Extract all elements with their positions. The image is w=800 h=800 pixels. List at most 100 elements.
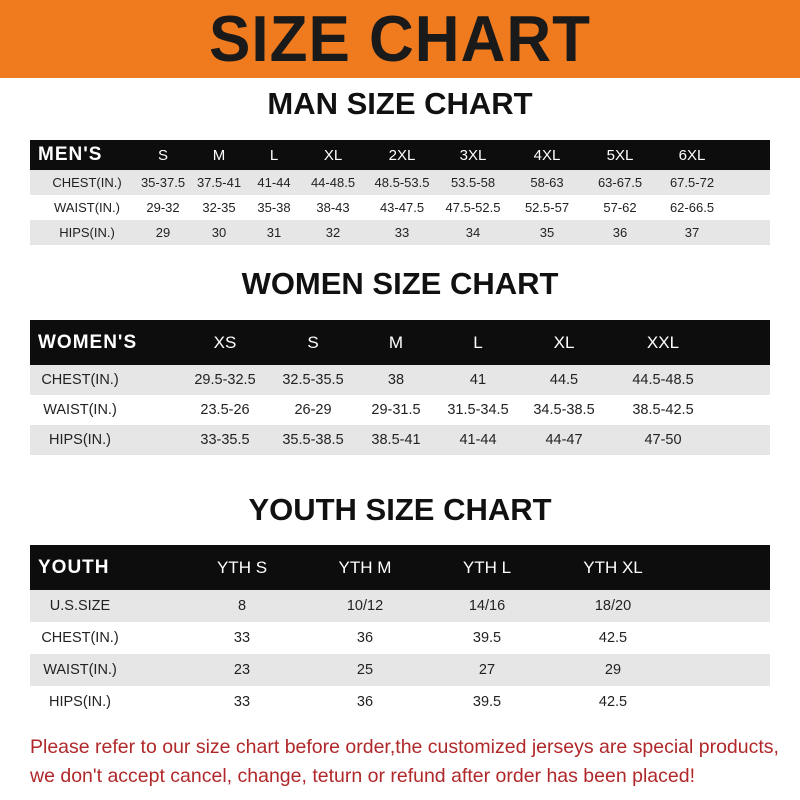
- size-column-header: YTH XL: [583, 557, 643, 577]
- table-cell: 42.5: [598, 694, 628, 710]
- table-cell: 33: [233, 630, 251, 646]
- table-cell: 37.5-41: [196, 175, 242, 190]
- title-banner: SIZE CHART: [0, 0, 800, 78]
- notice-line-2: we don't accept cancel, change, teturn o…: [30, 765, 695, 787]
- table-cell: 14/16: [468, 598, 506, 614]
- table-cell: 44-48.5: [310, 175, 356, 190]
- table-row: WAIST(IN.) 23.5-26 26-29 29-31.5 31.5-34.5 34…: [30, 395, 770, 425]
- table-cell: 44.5-48.5: [632, 372, 694, 388]
- men-heading: MAN SIZE CHART: [267, 86, 533, 121]
- table-cell: 57-62: [603, 200, 637, 215]
- size-column-header: XXL: [646, 332, 680, 352]
- size-column-header: YTH S: [216, 557, 268, 577]
- table-cell: 41-44: [257, 175, 291, 190]
- table-cell: 34: [465, 225, 481, 240]
- table-cell: 25: [356, 662, 374, 678]
- header-row: YOUTH YTH S YTH M YTH L YTH XL: [30, 545, 770, 590]
- table-label-header: YOUTH: [38, 556, 110, 578]
- table-cell: 58-63: [530, 175, 564, 190]
- size-column-header: XL: [323, 146, 343, 164]
- measurement-label: CHEST(IN.): [52, 175, 122, 190]
- table-cell: 38: [387, 372, 405, 388]
- table-cell: 36: [356, 630, 374, 646]
- table-cell: 35: [539, 225, 555, 240]
- table-cell: 37: [684, 225, 700, 240]
- table-cell: 41: [469, 372, 487, 388]
- size-column-header: XL: [553, 332, 575, 352]
- measurement-label: U.S.SIZE: [49, 598, 111, 614]
- table-cell: 44.5: [549, 372, 579, 388]
- table-cell: 26-29: [294, 402, 332, 418]
- size-column-header: S: [307, 332, 319, 352]
- table-cell: 33: [233, 694, 251, 710]
- measurement-label: CHEST(IN.): [41, 630, 119, 646]
- table-cell: 35-37.5: [140, 175, 186, 190]
- table-cell: 31.5-34.5: [447, 402, 509, 418]
- measurement-label: WAIST(IN.): [54, 200, 120, 215]
- table-cell: 33: [394, 225, 410, 240]
- table-label-header: WOMEN'S: [38, 331, 138, 353]
- size-column-header: 2XL: [388, 146, 416, 164]
- table-cell: 32: [325, 225, 341, 240]
- table-cell: 31: [266, 225, 282, 240]
- table-cell: 42.5: [598, 630, 628, 646]
- table-cell: 29.5-32.5: [194, 372, 256, 388]
- table-cell: 27: [478, 662, 496, 678]
- table-cell: 38-43: [316, 200, 350, 215]
- header-row: MEN'S S M L XL 2XL 3XL 4XL 5XL 6XL: [30, 140, 770, 170]
- table-cell: 43-47.5: [379, 200, 425, 215]
- notice-line-1: Please refer to our size chart before or…: [30, 736, 779, 758]
- measurement-label: HIPS(IN.): [48, 432, 112, 448]
- men-size-table: MEN'S S M L XL 2XL 3XL 4XL 5XL 6XL CHEST(IN.) 35-37…: [30, 140, 770, 245]
- size-column-header: 4XL: [533, 146, 561, 164]
- size-column-header: 5XL: [606, 146, 634, 164]
- table-cell: 32.5-35.5: [282, 372, 344, 388]
- measurement-label: WAIST(IN.): [43, 662, 117, 678]
- size-column-header: XS: [213, 332, 237, 352]
- table-cell: 39.5: [472, 694, 502, 710]
- table-cell: 34.5-38.5: [533, 402, 595, 418]
- youth-size-table: YOUTH YTH S YTH M YTH L YTH XL U.S.SIZE 8 10/12…: [30, 545, 770, 718]
- measurement-label: CHEST(IN.): [41, 372, 119, 388]
- table-cell: 18/20: [594, 598, 632, 614]
- header-row: WOMEN'S XS S M L XL XXL: [30, 320, 770, 365]
- table-row: CHEST(IN.) 33 36 39.5 42.5: [30, 622, 770, 654]
- page-title: SIZE CHART: [209, 2, 591, 76]
- table-row: U.S.SIZE 8 10/12 14/16 18/20: [30, 590, 770, 622]
- table-cell: 47-50: [644, 432, 682, 448]
- measurement-label: HIPS(IN.): [48, 694, 112, 710]
- table-cell: 47.5-52.5: [445, 200, 501, 215]
- table-cell: 29: [604, 662, 622, 678]
- table-cell: 10/12: [346, 598, 384, 614]
- table-cell: 44-47: [545, 432, 583, 448]
- table-cell: 33-35.5: [200, 432, 250, 448]
- size-column-header: M: [388, 332, 404, 352]
- size-column-header: L: [473, 332, 483, 352]
- table-row: HIPS(IN.) 33-35.5 35.5-38.5 38.5-41 41-44 44-…: [30, 425, 770, 455]
- table-cell: 48.5-53.5: [374, 175, 430, 190]
- table-cell: 29-31.5: [371, 402, 421, 418]
- size-column-header: 6XL: [678, 146, 706, 164]
- size-column-header: L: [269, 146, 279, 164]
- table-cell: 39.5: [472, 630, 502, 646]
- table-cell: 38.5-42.5: [632, 402, 694, 418]
- table-cell: 29-32: [146, 200, 180, 215]
- size-column-header: M: [212, 146, 226, 164]
- table-cell: 32-35: [202, 200, 236, 215]
- measurement-label: WAIST(IN.): [43, 402, 117, 418]
- size-column-header: S: [157, 146, 169, 164]
- table-cell: 35-38: [257, 200, 291, 215]
- table-cell: 67.5-72: [669, 175, 715, 190]
- women-size-table: WOMEN'S XS S M L XL XXL CHEST(IN.) 29.5-32.5 32.5…: [30, 320, 770, 455]
- order-notice: Please refer to our size chart before or…: [30, 733, 800, 791]
- table-cell: 30: [211, 225, 227, 240]
- table-label-header: MEN'S: [38, 144, 103, 165]
- youth-heading: YOUTH SIZE CHART: [248, 492, 552, 527]
- table-cell: 52.5-57: [524, 200, 570, 215]
- size-column-header: YTH M: [338, 557, 392, 577]
- measurement-label: HIPS(IN.): [59, 225, 115, 240]
- table-row: WAIST(IN.) 23 25 27 29: [30, 654, 770, 686]
- table-cell: 35.5-38.5: [282, 432, 344, 448]
- table-row: CHEST(IN.) 35-37.5 37.5-41 41-44 44-48.5 48.5…: [30, 170, 770, 195]
- table-cell: 29: [155, 225, 171, 240]
